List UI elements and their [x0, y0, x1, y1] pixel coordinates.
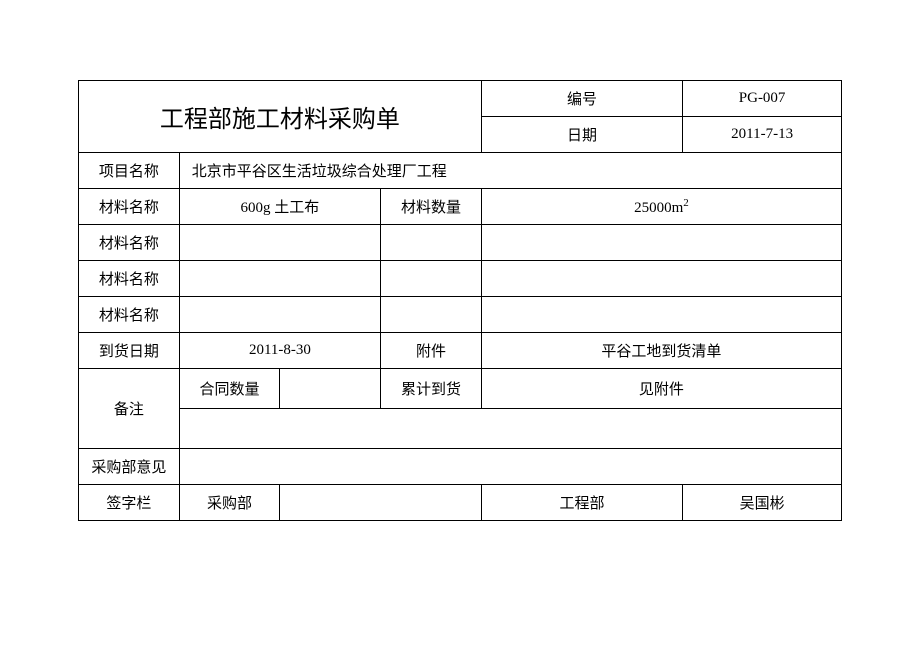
- purchase-dept-value: [280, 485, 481, 521]
- cumulative-value: 见附件: [481, 369, 841, 409]
- material2-qty-label: [381, 225, 482, 261]
- engineering-dept-label: 工程部: [481, 485, 682, 521]
- purchase-dept-label: 采购部: [179, 485, 280, 521]
- purchase-opinion-value: [179, 449, 841, 485]
- purchase-order-table: 工程部施工材料采购单 编号 PG-007 日期 2011-7-13 项目名称 北…: [78, 80, 842, 521]
- material3-name-value: [179, 261, 380, 297]
- signature-label: 签字栏: [79, 485, 180, 521]
- purchase-opinion-label: 采购部意见: [79, 449, 180, 485]
- material1-qty-label: 材料数量: [381, 189, 482, 225]
- material1-qty-value: 25000m2: [481, 189, 841, 225]
- remarks-label: 备注: [79, 369, 180, 449]
- contract-qty-value: [280, 369, 381, 409]
- date-label: 日期: [481, 117, 682, 153]
- material2-qty-value: [481, 225, 841, 261]
- remarks-extra: [179, 409, 841, 449]
- delivery-attach-label: 附件: [381, 333, 482, 369]
- engineering-dept-value: 吴国彬: [683, 485, 842, 521]
- delivery-date-value: 2011-8-30: [179, 333, 380, 369]
- material4-qty-label: [381, 297, 482, 333]
- project-value: 北京市平谷区生活垃圾综合处理厂工程: [179, 153, 841, 189]
- form-title: 工程部施工材料采购单: [79, 81, 482, 153]
- delivery-attach-value: 平谷工地到货清单: [481, 333, 841, 369]
- material1-name-value: 600g 土工布: [179, 189, 380, 225]
- cumulative-label: 累计到货: [381, 369, 482, 409]
- material3-name-label: 材料名称: [79, 261, 180, 297]
- material4-qty-value: [481, 297, 841, 333]
- material3-qty-label: [381, 261, 482, 297]
- material4-name-label: 材料名称: [79, 297, 180, 333]
- material2-name-label: 材料名称: [79, 225, 180, 261]
- delivery-date-label: 到货日期: [79, 333, 180, 369]
- serial-value: PG-007: [683, 81, 842, 117]
- material3-qty-value: [481, 261, 841, 297]
- material1-name-label: 材料名称: [79, 189, 180, 225]
- project-label: 项目名称: [79, 153, 180, 189]
- date-value: 2011-7-13: [683, 117, 842, 153]
- serial-label: 编号: [481, 81, 682, 117]
- material4-name-value: [179, 297, 380, 333]
- material2-name-value: [179, 225, 380, 261]
- contract-qty-label: 合同数量: [179, 369, 280, 409]
